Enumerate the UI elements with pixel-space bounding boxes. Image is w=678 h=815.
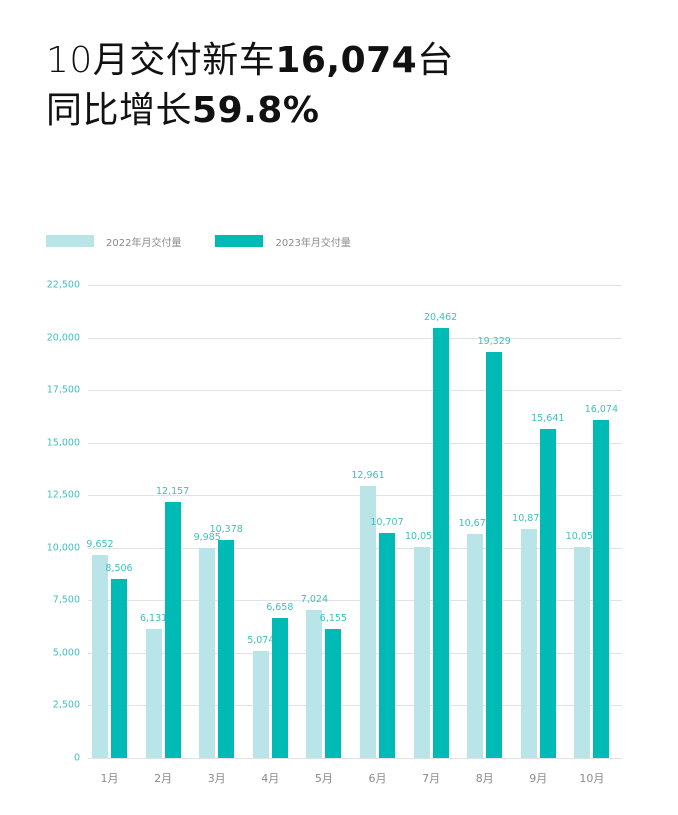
bar-value-label: 9,985 (193, 532, 221, 544)
bar-2023-7 (432, 327, 449, 758)
bar-2023-3 (218, 539, 235, 758)
y-axis-tick-label: 0 (73, 752, 80, 764)
bar-2022-1 (92, 555, 108, 758)
gridline (88, 548, 622, 549)
bar-value-label: 10,378 (209, 523, 243, 535)
bar-value-label: 8,506 (105, 563, 133, 575)
bar-value-label: 12,157 (155, 486, 190, 498)
bar-2023-1 (111, 579, 127, 758)
gridline (88, 338, 622, 339)
bar-2022-8 (467, 533, 484, 758)
x-axis-month-label: 10月 (579, 772, 605, 785)
bar-value-label: 10,878 (512, 513, 546, 525)
bar-2022-6 (360, 485, 376, 758)
legend-item-2023: 2023年月交付量 (215, 234, 351, 249)
legend-swatch-2022 (46, 235, 94, 247)
bar-value-label: 12,961 (351, 469, 385, 481)
bar-value-label: 7,024 (300, 594, 328, 606)
y-axis-tick-label: 22,500 (46, 279, 80, 291)
bar-2022-2 (145, 629, 162, 758)
bar-value-label: 10,052 (404, 530, 439, 542)
bar-2023-4 (271, 618, 288, 758)
bar-2022-10 (574, 546, 591, 758)
bar-2022-7 (413, 546, 430, 758)
gridline (88, 495, 622, 496)
bar-value-label: 15,641 (531, 413, 565, 425)
y-axis-tick-label: 17,500 (46, 384, 80, 396)
x-axis-month-label: 3月 (207, 772, 226, 785)
y-axis-tick-label: 10,000 (46, 542, 80, 554)
bar-2022-3 (199, 548, 216, 758)
bar-value-label: 6,131 (139, 613, 168, 625)
legend-label-2022: 2022年月交付量 (106, 237, 182, 249)
gridline (88, 705, 622, 706)
gridline (88, 758, 622, 759)
gridline (88, 390, 622, 391)
legend-label-2023: 2023年月交付量 (275, 237, 351, 249)
bar-value-label: 6,658 (266, 602, 294, 614)
headline-line-1: 10月交付新车16,074台 (46, 36, 454, 86)
headline-unit: 台 (417, 40, 454, 81)
bar-2023-5 (325, 628, 342, 758)
headline-line-2: 同比增长59.8% (46, 86, 454, 136)
bar-value-label: 10,707 (370, 516, 404, 528)
bar-2022-9 (520, 529, 537, 758)
x-axis-month-label: 7月 (422, 772, 441, 785)
bar-2022-4 (252, 651, 269, 758)
x-axis-month-label: 2月 (154, 772, 173, 785)
gridline (88, 600, 622, 601)
y-axis-tick-label: 7,500 (52, 594, 80, 606)
y-axis-tick-label: 12,500 (46, 489, 80, 501)
bar-value-label: 5,074 (247, 635, 275, 647)
chart-legend: 2022年月交付量 2023年月交付量 (46, 233, 385, 249)
x-axis-month-label: 6月 (368, 772, 387, 785)
bar-value-label: 10,059 (565, 530, 600, 542)
legend-item-2022: 2022年月交付量 (46, 234, 181, 249)
x-axis-month-label: 8月 (475, 772, 494, 785)
bar-2023-6 (379, 532, 395, 758)
bar-value-label: 10,677 (458, 517, 492, 529)
y-axis-tick-label: 5,000 (52, 647, 80, 659)
x-axis-month-label: 5月 (314, 772, 333, 785)
legend-swatch-2023 (215, 235, 264, 247)
headline-delivery-value: 16,074 (275, 40, 418, 81)
bar-2023-10 (593, 420, 610, 758)
x-axis-month-label: 9月 (529, 772, 548, 785)
bar-value-label: 19,329 (477, 335, 511, 347)
y-axis-tick-label: 15,000 (46, 437, 80, 449)
bar-2023-2 (164, 502, 181, 758)
y-axis-tick-label: 20,000 (46, 332, 80, 344)
gridline (88, 653, 622, 654)
bar-2023-9 (539, 429, 556, 758)
headline-growth-text: 同比增长 (46, 90, 193, 131)
bar-2023-8 (486, 351, 503, 758)
bar-value-label: 20,462 (423, 311, 458, 323)
headline-growth-value: 59.8% (192, 90, 320, 131)
gridline (88, 285, 622, 286)
bar-value-label: 9,652 (86, 539, 114, 551)
headline-delivery-text: 10月交付新车 (46, 40, 276, 81)
x-axis-month-label: 1月 (100, 772, 119, 785)
bar-value-label: 6,155 (319, 612, 347, 624)
headline: 10月交付新车16,074台 同比增长59.8% (46, 36, 454, 136)
bar-value-label: 16,074 (584, 404, 619, 416)
gridline (88, 443, 622, 444)
bar-2022-5 (306, 610, 323, 758)
x-axis-month-label: 4月 (261, 772, 280, 785)
y-axis-tick-label: 2,500 (52, 699, 80, 711)
